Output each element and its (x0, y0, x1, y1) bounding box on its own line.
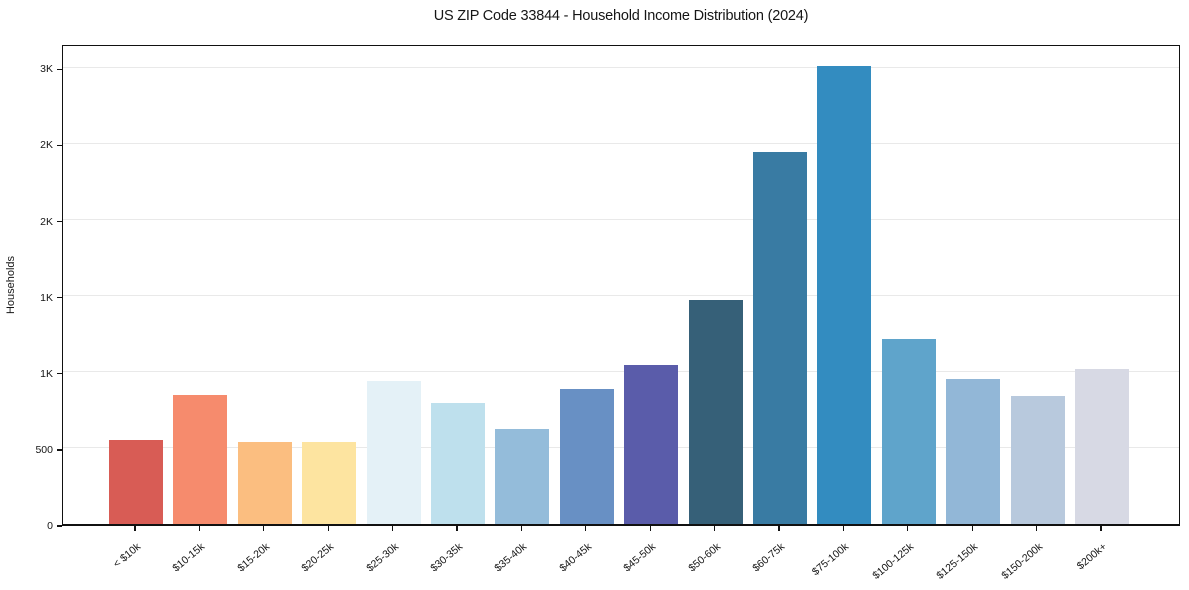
gridline-3K (63, 66, 1179, 68)
bar-35-40k (495, 428, 550, 524)
x-tick-mark (520, 526, 523, 531)
bar-50-60k (688, 300, 743, 524)
bar-100-125k (881, 339, 936, 524)
gridline-2K (63, 142, 1179, 144)
bar-125-150k (946, 379, 1001, 524)
x-tick-label: $30-35k (428, 540, 466, 575)
x-tick-mark (713, 526, 716, 531)
bar-75-100k (817, 65, 872, 524)
y-tick-label: 0 (47, 520, 53, 532)
y-tick-label: 1K (40, 367, 53, 380)
x-tick-mark (1100, 526, 1102, 531)
x-tick-label: $100-125k (870, 540, 916, 582)
bar-150-200k (1010, 396, 1065, 524)
y-tick-mark (57, 144, 62, 147)
x-tick-mark (263, 526, 265, 531)
gridline-1K (63, 371, 1179, 373)
y-tick-label: 3K (40, 63, 53, 76)
x-tick-label: $75-100k (810, 540, 852, 579)
bar-30-35k (431, 403, 485, 524)
x-tick-label: $60-75k (750, 540, 788, 575)
x-tick-mark (134, 526, 136, 531)
x-tick-mark (907, 526, 909, 531)
bar-60-75k (753, 151, 807, 524)
x-tick-mark (198, 526, 201, 531)
y-tick-label: 500 (35, 443, 53, 456)
x-tick-label: $20-25k (299, 540, 337, 575)
x-tick-label: < $10k (110, 540, 144, 571)
y-tick-mark (57, 68, 62, 71)
x-tick-mark (778, 526, 780, 531)
y-tick-label: 1K (40, 291, 53, 304)
x-tick-label: $25-30k (363, 540, 401, 575)
x-tick-mark (649, 526, 651, 531)
x-tick-mark (391, 526, 394, 531)
y-tick-mark (57, 449, 62, 451)
x-tick-label: $150-200k (998, 540, 1045, 582)
x-tick-label: $10-15k (170, 540, 208, 575)
y-tick-mark (57, 525, 62, 527)
x-tick-label: $45-50k (621, 540, 659, 575)
bar-45-50k (624, 364, 679, 524)
y-tick-mark (57, 373, 62, 375)
y-tick-label: 2K (40, 215, 53, 228)
x-tick-mark (971, 526, 973, 531)
x-tick-label: $40-45k (557, 540, 594, 575)
y-tick-mark (57, 220, 62, 223)
x-tick-label: $125-150k (934, 540, 981, 582)
bar-10-15k (173, 394, 228, 524)
x-tick-label: $200k+ (1074, 540, 1110, 573)
bar-200k (1075, 368, 1129, 524)
bar-10k (109, 440, 163, 524)
chart-title: US ZIP Code 33844 - Household Income Dis… (433, 8, 809, 24)
x-tick-label: $15-20k (235, 540, 272, 575)
y-tick-label: 2K (40, 139, 53, 152)
x-tick-mark (1035, 526, 1038, 531)
bar-25-30k (366, 380, 421, 524)
y-tick-mark (57, 296, 62, 299)
x-tick-mark (585, 526, 587, 531)
x-tick-mark (456, 526, 458, 531)
y-axis-label: Households (5, 255, 17, 315)
x-tick-label: $50-60k (685, 540, 723, 575)
bar-15-20k (237, 441, 292, 524)
x-tick-label: $35-40k (492, 540, 530, 575)
bar-40-45k (559, 389, 614, 524)
gridline-1K (63, 295, 1179, 297)
x-tick-mark (327, 526, 329, 531)
plot-area (62, 45, 1180, 526)
x-tick-mark (842, 526, 845, 531)
gridline-500 (63, 447, 1179, 449)
gridline-2K (63, 219, 1179, 221)
bar-20-25k (302, 441, 357, 524)
